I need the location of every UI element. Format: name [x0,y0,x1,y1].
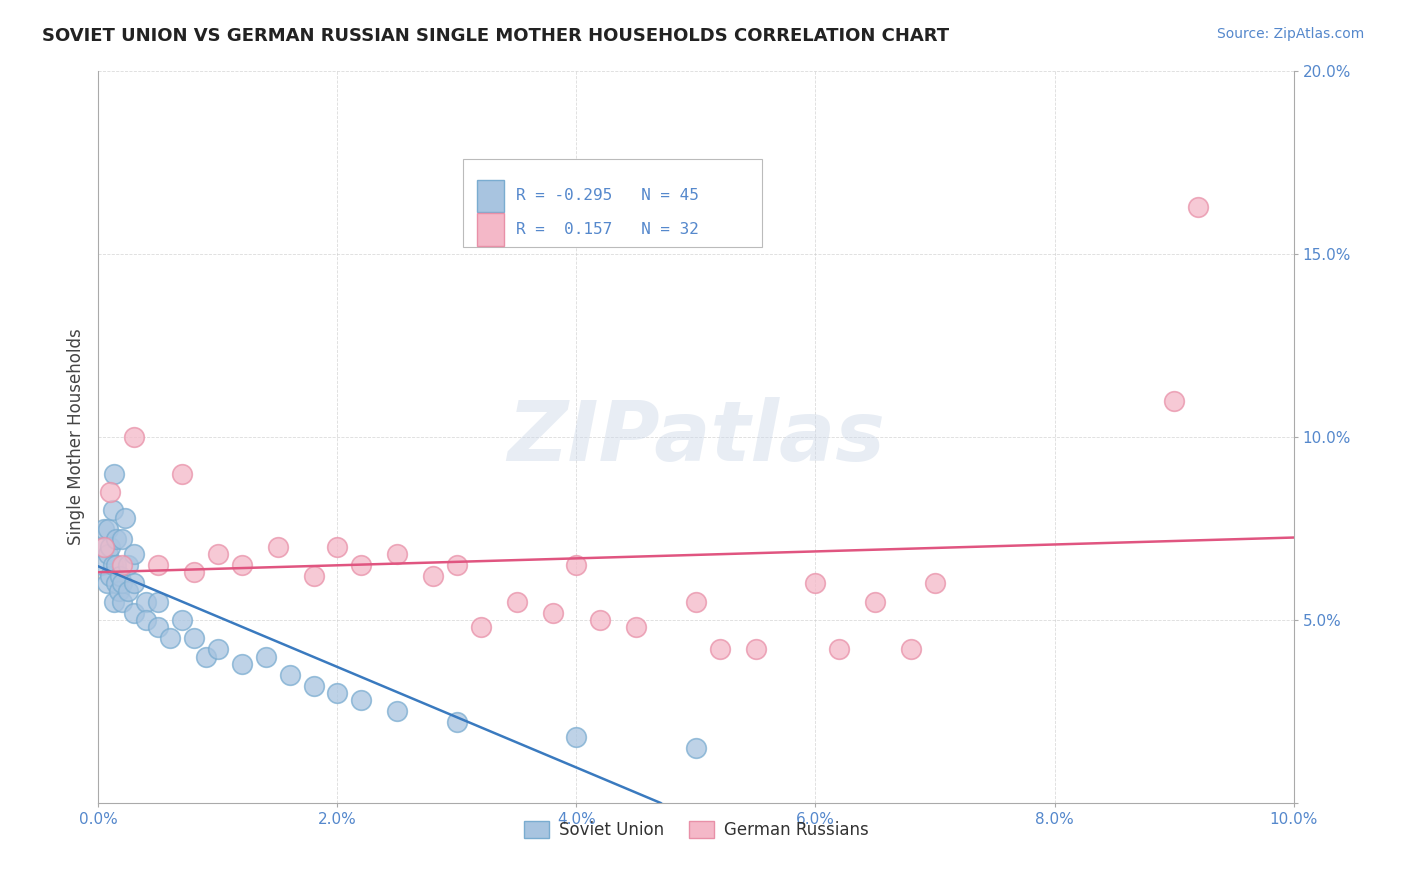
Point [98,540,122,554]
Point [124,606,146,620]
Point [709,642,731,657]
Point [135,594,157,608]
Point [302,679,325,693]
Point [231,558,253,573]
FancyBboxPatch shape [477,213,503,246]
Point [565,558,588,573]
Point [124,430,146,444]
Point [96,576,118,591]
Point [101,558,124,573]
Point [470,620,492,634]
Point [101,503,124,517]
Point [626,620,648,634]
Point [98,485,122,500]
Point [385,547,409,561]
Point [385,705,409,719]
Point [326,686,349,700]
Point [685,740,707,755]
Point [900,642,922,657]
Point [124,576,146,591]
Point [117,558,139,573]
Point [93,521,115,535]
Point [107,583,129,598]
Point [159,632,181,646]
Point [93,540,115,554]
Point [207,642,229,657]
Point [172,613,194,627]
Point [506,594,529,608]
Point [93,540,115,554]
Point [148,558,170,573]
Point [1187,200,1209,214]
Point [254,649,277,664]
Point [446,715,468,730]
Point [565,730,588,744]
Point [1163,393,1185,408]
Text: R =  0.157   N = 32: R = 0.157 N = 32 [516,222,699,237]
Point [111,558,134,573]
Point [172,467,194,481]
Point [124,547,146,561]
Point [111,533,134,547]
Point [111,576,134,591]
Point [828,642,851,657]
Point [103,467,125,481]
Point [195,649,218,664]
FancyBboxPatch shape [463,159,762,247]
Point [350,693,373,707]
Point [745,642,768,657]
Point [231,657,253,671]
Point [326,540,349,554]
Text: Source: ZipAtlas.com: Source: ZipAtlas.com [1216,27,1364,41]
Point [97,521,120,535]
Point [350,558,373,573]
Point [105,533,128,547]
Point [108,569,131,583]
Text: R = -0.295   N = 45: R = -0.295 N = 45 [516,188,699,203]
Y-axis label: Single Mother Households: Single Mother Households [66,329,84,545]
Point [865,594,887,608]
Point [207,547,229,561]
Point [111,594,134,608]
Point [267,540,290,554]
Point [302,569,325,583]
FancyBboxPatch shape [477,179,503,212]
Point [589,613,612,627]
Point [97,547,120,561]
Point [804,576,827,591]
Legend: Soviet Union, German Russians: Soviet Union, German Russians [517,814,875,846]
Point [117,583,139,598]
Point [446,558,468,573]
Point [685,594,707,608]
Point [541,606,564,620]
Point [183,566,205,580]
Point [148,594,170,608]
Point [105,576,128,591]
Text: SOVIET UNION VS GERMAN RUSSIAN SINGLE MOTHER HOUSEHOLDS CORRELATION CHART: SOVIET UNION VS GERMAN RUSSIAN SINGLE MO… [42,27,949,45]
Point [924,576,946,591]
Text: ZIPatlas: ZIPatlas [508,397,884,477]
Point [103,594,125,608]
Point [278,667,301,681]
Point [422,569,444,583]
Point [105,558,128,573]
Point [135,613,157,627]
Point [91,558,114,573]
Point [148,620,170,634]
Point [183,632,205,646]
Point [114,510,136,524]
Point [98,569,122,583]
